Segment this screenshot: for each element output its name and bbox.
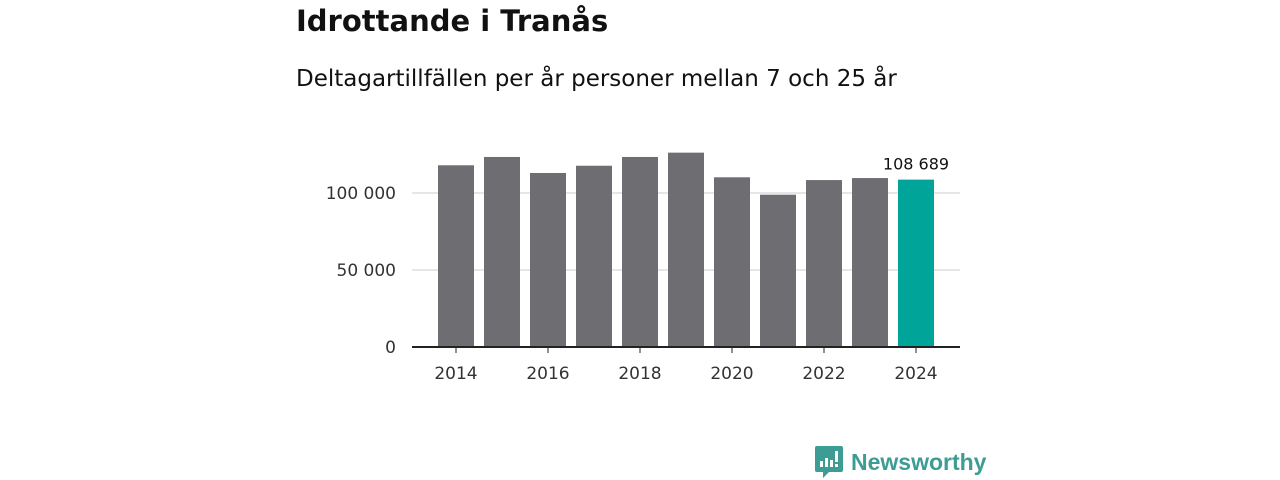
bar-2020 — [714, 177, 750, 347]
x-tick-label: 2016 — [526, 364, 569, 384]
bar-2016 — [530, 172, 566, 347]
x-tick-label: 2022 — [802, 364, 845, 384]
x-tick-label: 2018 — [618, 364, 661, 384]
bar-2015 — [484, 156, 520, 347]
bar-2021 — [760, 194, 796, 347]
bar-2022 — [806, 180, 842, 347]
bar-2019 — [668, 152, 704, 347]
bar-2024 — [898, 179, 934, 347]
brand-name: Newsworthy — [851, 448, 987, 475]
data-label: 108 689 — [883, 155, 949, 174]
x-tick-label: 2014 — [434, 364, 477, 384]
y-tick-label: 50 000 — [337, 261, 396, 281]
bar-2017 — [576, 165, 612, 347]
x-tick-label: 2024 — [894, 364, 937, 384]
y-tick-label: 0 — [385, 338, 396, 358]
bar-2023 — [852, 178, 888, 347]
bar-2014 — [438, 165, 474, 347]
chart-subtitle: Deltagartillfällen per år personer mella… — [296, 66, 897, 92]
chart-title: Idrottande i Tranås — [296, 4, 609, 38]
x-tick-label: 2020 — [710, 364, 753, 384]
newsworthy-logo-icon — [815, 446, 843, 478]
newsworthy-logo: Newsworthy — [815, 446, 986, 478]
bar-2018 — [622, 156, 658, 347]
y-tick-label: 100 000 — [326, 184, 396, 204]
